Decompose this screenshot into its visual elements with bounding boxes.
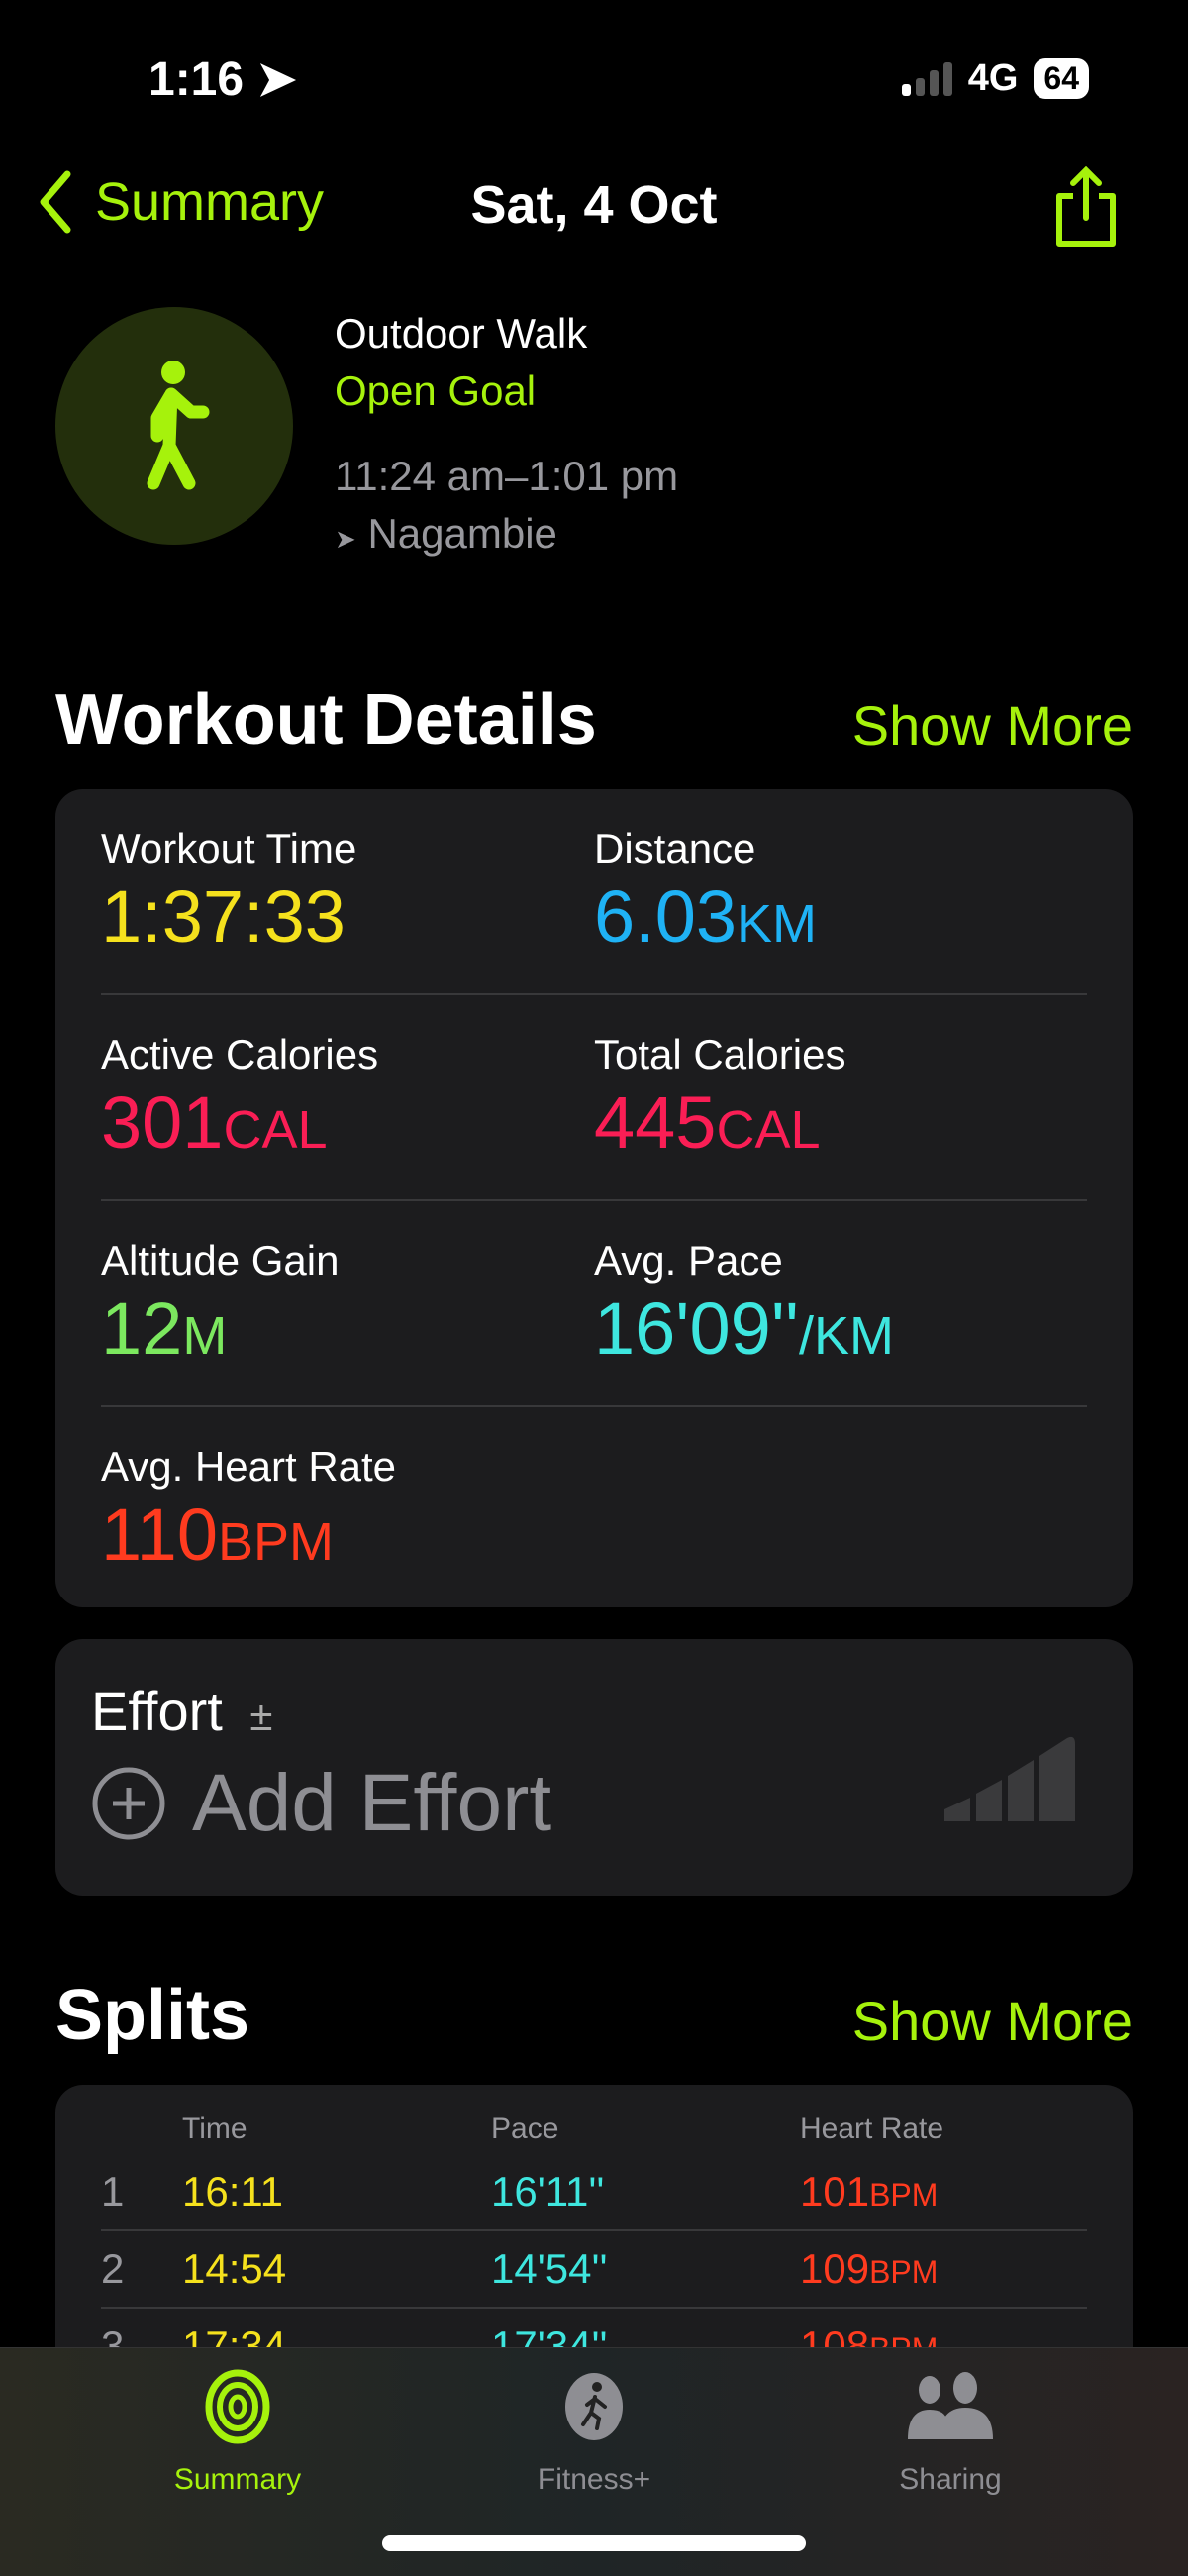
location-label: Nagambie: [367, 510, 557, 557]
value: 6.03: [594, 876, 738, 958]
split-row: 1 16:11 16'11'' 101BPM: [101, 2154, 1087, 2231]
header-heart-rate: Heart Rate: [800, 2112, 944, 2145]
chevron-left-icon: [40, 170, 71, 234]
workout-time-range: 11:24 am–1:01 pm: [335, 453, 679, 499]
metric-value: 6.03km: [594, 880, 1087, 954]
metric-value: 110bpm: [101, 1498, 594, 1572]
hr-value: 109: [800, 2245, 870, 2292]
metrics-grid: Workout Time 1:37:33 Distance 6.03km Active …: [55, 789, 1133, 1613]
status-indicators: 4G 64: [901, 57, 1089, 100]
workout-details-title: Workout Details: [55, 680, 597, 760]
metric-label: Avg. Pace: [594, 1237, 783, 1284]
unit: bpm: [217, 1512, 335, 1572]
clock: 1:16: [148, 53, 245, 106]
unit: /km: [799, 1306, 895, 1366]
tab-label: Sharing: [899, 2463, 1002, 2496]
value: 1:37:33: [101, 876, 346, 958]
split-pace: 16'11'': [491, 2168, 605, 2215]
metric-value: 445cal: [594, 1086, 1087, 1160]
activity-rings-icon: [205, 2369, 270, 2444]
split-time: 14:54: [182, 2245, 287, 2292]
workout-goal: Open Goal: [335, 367, 537, 414]
home-indicator[interactable]: [382, 2535, 806, 2551]
metric-avg-heart-rate: Avg. Heart Rate 110bpm: [101, 1407, 594, 1613]
metric-avg-pace: Avg. Pace 16'09''/km: [594, 1201, 1087, 1407]
metric-label: Total Calories: [594, 1031, 846, 1078]
share-button[interactable]: [1051, 165, 1121, 255]
metric-value: 12m: [101, 1292, 594, 1366]
workout-icon: [55, 307, 293, 545]
splits-title: Splits: [55, 1976, 250, 2055]
page-title: Sat, 4 Oct: [470, 175, 718, 235]
metric-value: 301cal: [101, 1086, 594, 1160]
tab-summary[interactable]: Summary: [109, 2348, 366, 2576]
value: 301: [101, 1082, 224, 1164]
fitness-runner-icon: [565, 2373, 623, 2440]
split-time: 16:11: [182, 2168, 283, 2215]
walking-figure-icon: [147, 361, 210, 490]
metric-label: Workout Time: [101, 825, 357, 872]
metric-distance: Distance 6.03km: [594, 789, 1087, 995]
metric-label: Distance: [594, 825, 756, 872]
unit: km: [737, 894, 818, 954]
workout-info: Outdoor Walk Open Goal 11:24 am–1:01 pm …: [335, 313, 678, 555]
metric-value: 16'09''/km: [594, 1292, 1087, 1366]
details-show-more[interactable]: Show More: [851, 694, 1133, 757]
plus-circle-icon: [92, 1767, 165, 1840]
workout-location: ➤ Nagambie: [335, 513, 678, 555]
header-time: Time: [182, 2112, 248, 2145]
metric-label: Avg. Heart Rate: [101, 1443, 397, 1490]
value: 16'09'': [594, 1288, 800, 1370]
hr-unit: BPM: [869, 2254, 939, 2290]
add-effort-label: Add Effort: [192, 1758, 552, 1848]
hr-unit: BPM: [869, 2177, 939, 2213]
share-icon: [1056, 165, 1116, 247]
metric-workout-time: Workout Time 1:37:33: [101, 789, 594, 995]
signal-icon: [901, 61, 952, 96]
tab-label: Fitness+: [537, 2463, 651, 2496]
split-number: 2: [101, 2245, 125, 2292]
effort-level-icon: [944, 1736, 1075, 1821]
location-arrow-icon: ➤: [335, 524, 356, 554]
metric-altitude-gain: Altitude Gain 12m: [101, 1201, 594, 1407]
hr-value: 101: [800, 2168, 870, 2215]
tab-fitness-plus[interactable]: Fitness+: [465, 2348, 723, 2576]
people-icon: [908, 2372, 993, 2439]
value: 12: [101, 1288, 183, 1370]
back-button[interactable]: Summary: [36, 170, 324, 234]
effort-card[interactable]: Effort ± Add Effort: [55, 1639, 1133, 1896]
metric-total-calories: Total Calories 445cal: [594, 995, 1087, 1201]
location-arrow-icon: ➤: [256, 53, 297, 106]
split-row: 2 14:54 14'54'' 109BPM: [101, 2231, 1087, 2309]
network-label: 4G: [967, 57, 1019, 99]
workout-type: Outdoor Walk: [335, 310, 588, 357]
add-effort-button[interactable]: Add Effort: [91, 1757, 1097, 1850]
tab-label: Summary: [173, 2463, 302, 2496]
status-time: 1:16 ➤: [148, 52, 297, 107]
metric-label: Altitude Gain: [101, 1237, 340, 1284]
split-heart-rate: 101BPM: [800, 2168, 1087, 2215]
split-pace: 14'54'': [491, 2245, 608, 2292]
plus-minus-icon: ±: [249, 1693, 273, 1739]
unit: m: [182, 1306, 228, 1366]
metric-value: 1:37:33: [101, 880, 594, 954]
split-number: 1: [101, 2168, 125, 2215]
splits-header: Time Pace Heart Rate: [101, 2105, 1087, 2154]
metric-active-calories: Active Calories 301cal: [101, 995, 594, 1201]
split-heart-rate: 109BPM: [800, 2245, 1087, 2293]
value: 110: [101, 1494, 218, 1576]
battery-icon: 64: [1034, 58, 1089, 99]
effort-heading: Effort ±: [91, 1679, 1097, 1743]
back-label: Summary: [95, 172, 325, 232]
tab-sharing[interactable]: Sharing: [822, 2348, 1079, 2576]
value: 445: [594, 1082, 717, 1164]
unit: cal: [716, 1100, 821, 1160]
header-pace: Pace: [491, 2112, 559, 2145]
workout-details-card: Workout Time 1:37:33 Distance 6.03km Active …: [55, 789, 1133, 1607]
effort-label: Effort: [91, 1680, 223, 1742]
unit: cal: [223, 1100, 328, 1160]
metric-label: Active Calories: [101, 1031, 379, 1078]
splits-show-more[interactable]: Show More: [851, 1990, 1133, 2052]
